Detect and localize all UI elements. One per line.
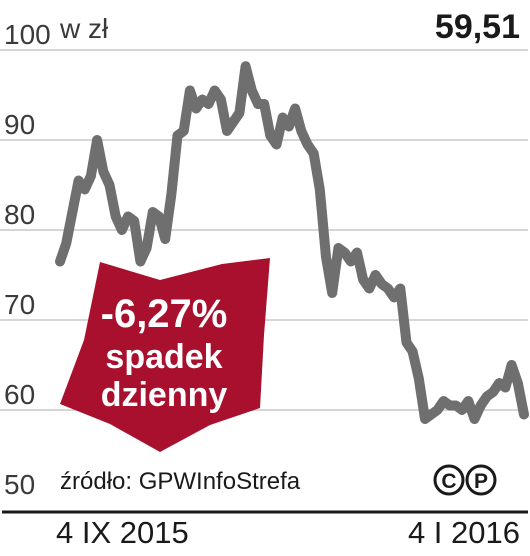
- badge-line2: dzienny: [101, 376, 228, 414]
- x-end-label: 4 I 2016: [408, 515, 520, 550]
- phonogram-p-letter: P: [474, 470, 488, 493]
- badge-percent: -6,27%: [101, 292, 228, 336]
- phonogram-p-icon: [465, 464, 497, 496]
- badge-line1: spadek: [105, 338, 222, 376]
- y-tick-label: 80: [4, 199, 35, 230]
- y-tick-label: 100: [4, 19, 51, 50]
- badge-arrow-shape: [60, 258, 270, 452]
- price-line: [55, 61, 529, 424]
- y-axis-ticks: 50 60 70 80 90 100: [4, 19, 51, 500]
- copyright-c-letter: C: [441, 470, 456, 493]
- copyright-icons: C P: [433, 464, 497, 496]
- y-tick-label: 90: [4, 109, 35, 140]
- x-start-label: 4 IX 2015: [56, 515, 189, 550]
- daily-change-badge: -6,27% spadek dzienny: [60, 258, 270, 452]
- y-tick-label: 50: [4, 469, 35, 500]
- y-tick-label: 60: [4, 379, 35, 410]
- source-label: źródło: GPWInfoStrefa: [60, 468, 301, 495]
- y-tick-label: 70: [4, 289, 35, 320]
- unit-label: w zł: [59, 13, 109, 44]
- last-value: 59,51: [435, 8, 520, 46]
- copyright-c-icon: [433, 464, 465, 496]
